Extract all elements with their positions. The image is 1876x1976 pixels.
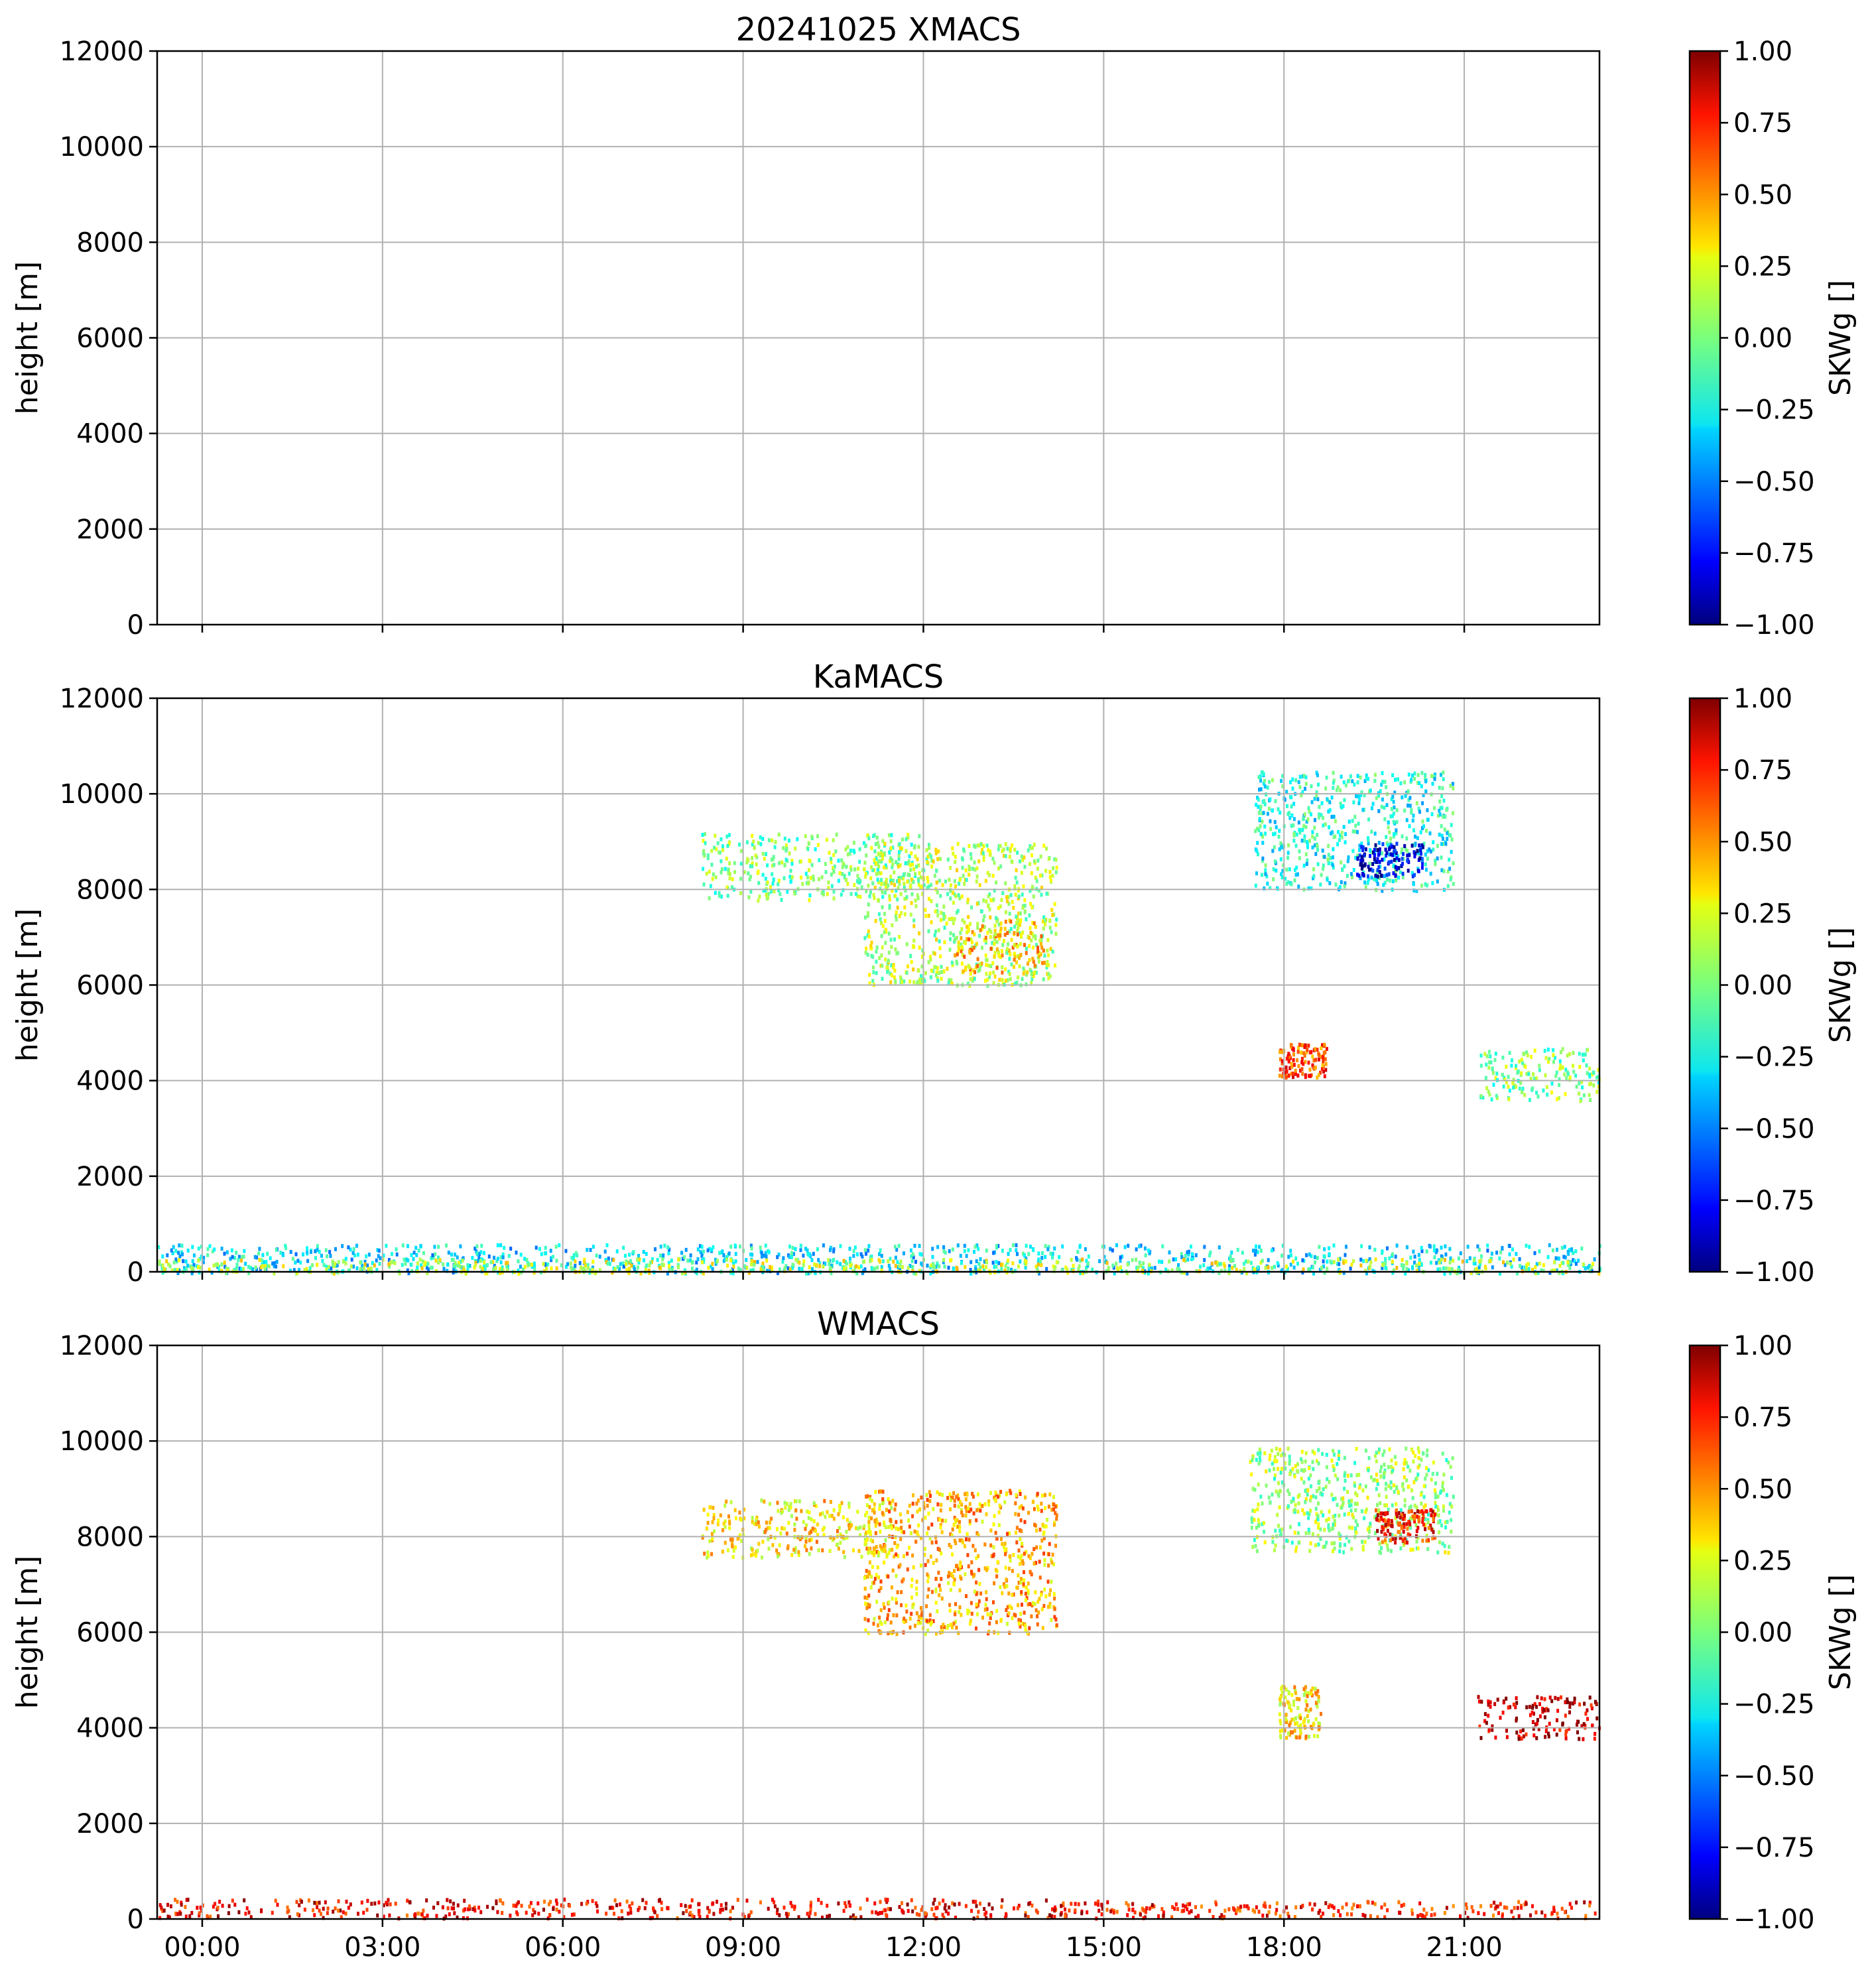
colorbar-tick-label: −0.75 — [1733, 538, 1815, 569]
colorbar-tick-label: 0.50 — [1733, 827, 1792, 857]
x-tick-label: 18:00 — [1246, 1932, 1322, 1963]
colorbar-tick-label: 1.00 — [1733, 684, 1792, 714]
panel-2: 12000 10000 8000 6000 4000 2000 0 00:00 03:00 06:… — [11, 1306, 1857, 1963]
colorbar-tick-label: −0.50 — [1733, 1114, 1815, 1144]
colorbar-tick-label: 0.00 — [1733, 971, 1792, 1001]
colorbar-label: SKWg [] — [1824, 927, 1857, 1043]
colorbar-gradient — [1688, 1344, 1721, 1920]
y-tick-label: 8000 — [76, 875, 144, 905]
colorbar-tick-label: −1.00 — [1733, 1257, 1815, 1288]
heatmap-region-3 — [1254, 770, 1455, 893]
colorbar-tick-label: 1.00 — [1733, 1331, 1792, 1361]
colorbar-gradient — [1688, 50, 1721, 626]
y-tick-label: 4000 — [76, 419, 144, 450]
heatmap-region-1 — [863, 841, 1058, 988]
y-tick-label: 8000 — [76, 227, 144, 258]
panel-1: 12000 10000 8000 6000 4000 2000 0 height [m] KaM… — [11, 658, 1857, 1288]
y-tick-label: 10000 — [60, 132, 144, 162]
colorbar-tick-label: 0.75 — [1733, 1402, 1792, 1433]
colorbar: 1.00 0.75 0.50 0.25 0.00 −0.25 −0.50 −0.75 −1.00… — [1688, 36, 1857, 641]
y-tick-label: 10000 — [60, 779, 144, 810]
colorbar-tick-label: 0.25 — [1733, 251, 1792, 282]
colorbar-tick-label: −0.25 — [1733, 1042, 1815, 1073]
panel-title: 20241025 XMACS — [736, 11, 1021, 48]
x-tick-label: 09:00 — [705, 1932, 781, 1963]
y-tick-label: 6000 — [76, 1618, 144, 1648]
colorbar-gradient — [1688, 697, 1721, 1273]
y-tick-label: 6000 — [76, 324, 144, 354]
heatmap-region-6 — [1479, 1047, 1601, 1103]
y-tick-label: 12000 — [60, 36, 144, 67]
y-axis-label: height [m] — [11, 261, 44, 414]
x-tick-label: 03:00 — [344, 1932, 420, 1963]
x-tick-label: 21:00 — [1426, 1932, 1502, 1963]
colorbar-tick-label: 0.00 — [1733, 324, 1792, 354]
heatmap-region-5 — [1278, 1042, 1328, 1080]
y-tick-label: 2000 — [76, 1162, 144, 1192]
y-tick-label: 8000 — [76, 1522, 144, 1552]
heatmap-region-3 — [1375, 1508, 1437, 1545]
y-axis-label: height [m] — [11, 908, 44, 1062]
y-tick-label: 12000 — [60, 1331, 144, 1361]
colorbar: 1.00 0.75 0.50 0.25 0.00 −0.25 −0.50 −0.75 −1.00… — [1688, 1331, 1857, 1935]
colorbar-tick-label: −0.75 — [1733, 1186, 1815, 1216]
colorbar-tick-label: 0.50 — [1733, 180, 1792, 210]
y-tick-label: 2000 — [76, 515, 144, 545]
y-tick-label: 4000 — [76, 1066, 144, 1097]
colorbar-tick-label: −0.25 — [1733, 395, 1815, 426]
colorbar-tick-label: −0.50 — [1733, 1761, 1815, 1792]
heatmap-data — [158, 1446, 1601, 1921]
heatmap-region-1 — [863, 1489, 1058, 1636]
y-tick-label: 0 — [127, 1257, 144, 1288]
colorbar-tick-label: −0.50 — [1733, 467, 1815, 497]
colorbar-tick-label: 0.25 — [1733, 1546, 1792, 1576]
colorbar-tick-label: 0.75 — [1733, 108, 1792, 139]
colorbar-tick-label: 0.50 — [1733, 1474, 1792, 1505]
colorbar-tick-label: −1.00 — [1733, 1904, 1815, 1935]
x-tick-label: 00:00 — [164, 1932, 240, 1963]
colorbar-label: SKWg [] — [1824, 280, 1857, 396]
y-tick-label: 10000 — [60, 1426, 144, 1457]
colorbar: 1.00 0.75 0.50 0.25 0.00 −0.25 −0.50 −0.75 −1.00… — [1688, 684, 1857, 1288]
x-tick-label: 15:00 — [1066, 1932, 1142, 1963]
panel-0: 12000 10000 8000 6000 4000 2000 0 height [m] 202… — [11, 11, 1857, 641]
y-tick-label: 0 — [127, 610, 144, 641]
heatmap-region-2 — [954, 918, 1046, 975]
y-tick-label: 6000 — [76, 971, 144, 1001]
heatmap-region-4 — [1356, 841, 1424, 879]
y-tick-label: 12000 — [60, 684, 144, 714]
heatmap-region-5 — [1477, 1695, 1601, 1741]
y-tick-label: 2000 — [76, 1809, 144, 1839]
heatmap-region-6 — [1115, 1900, 1597, 1921]
colorbar-label: SKWg [] — [1824, 1574, 1857, 1690]
colorbar-tick-label: 0.25 — [1733, 898, 1792, 929]
panel-title: KaMACS — [813, 658, 944, 696]
y-tick-label: 0 — [127, 1904, 144, 1935]
x-tick-label: 12:00 — [885, 1932, 962, 1963]
colorbar-tick-label: 1.00 — [1733, 36, 1792, 67]
x-tick-label: 06:00 — [525, 1932, 601, 1963]
colorbar-tick-label: 0.00 — [1733, 1618, 1792, 1648]
colorbar-tick-label: −0.25 — [1733, 1690, 1815, 1720]
y-axis-label: height [m] — [11, 1556, 44, 1709]
colorbar-tick-label: 0.75 — [1733, 755, 1792, 786]
colorbar-tick-label: −1.00 — [1733, 610, 1815, 641]
panel-title: WMACS — [817, 1306, 940, 1343]
y-tick-label: 4000 — [76, 1713, 144, 1744]
heatmap-region-4 — [1278, 1684, 1322, 1741]
colorbar-tick-label: −0.75 — [1733, 1833, 1815, 1863]
heatmap-region-0 — [701, 832, 926, 903]
heatmap-region-7 — [158, 1897, 1115, 1921]
